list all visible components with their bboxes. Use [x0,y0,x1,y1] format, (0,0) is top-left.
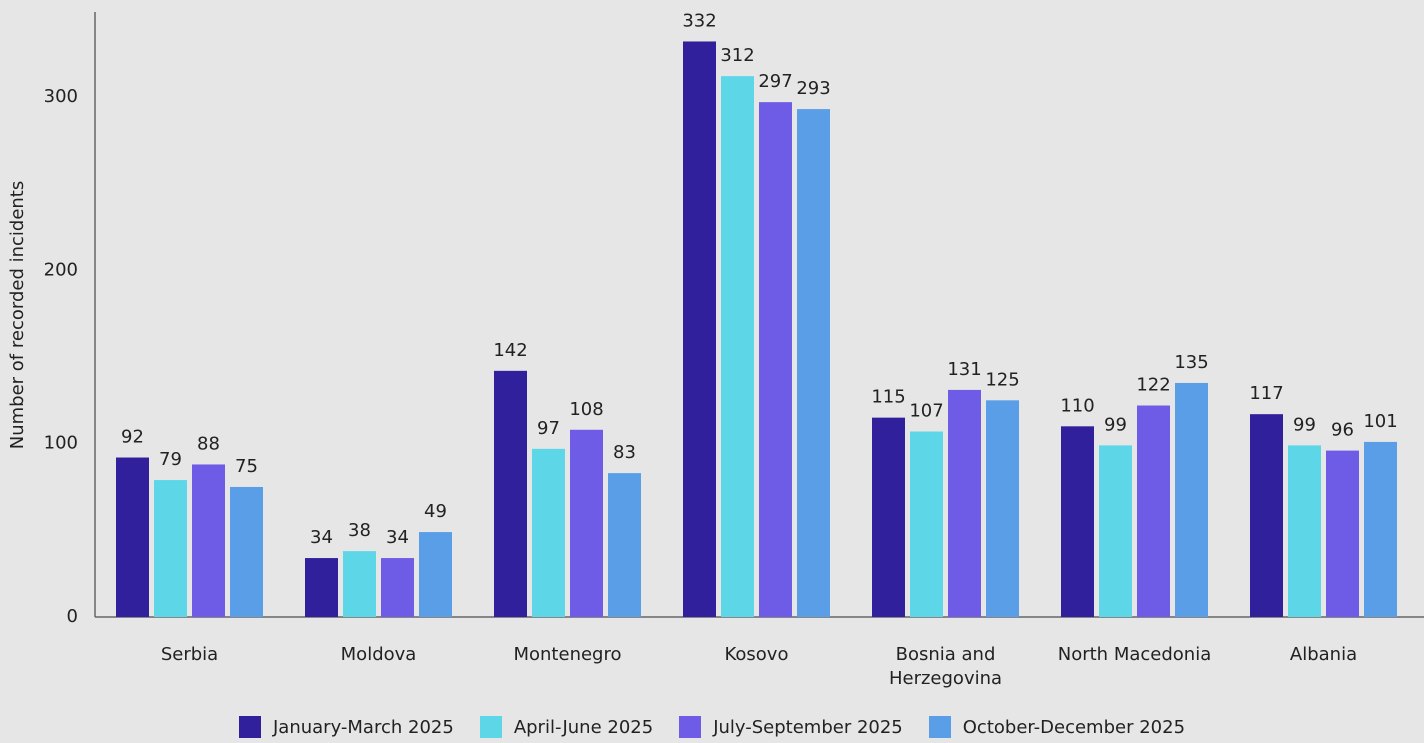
legend-swatch [928,716,951,738]
data-label: 293 [796,78,830,99]
legend-item: January-March 2025 [238,716,454,738]
data-label: 75 [235,456,258,477]
data-label: 142 [493,340,527,361]
bar [192,464,225,617]
y-axis-label: Number of recorded incidents [7,181,28,449]
bar [1137,405,1170,617]
data-label: 125 [985,369,1019,390]
bar [1326,450,1359,617]
x-tick-label: Albania [1289,644,1358,665]
legend-item: April-June 2025 [479,716,654,738]
bar [532,448,565,617]
data-label: 79 [159,449,182,470]
bar [419,532,452,617]
data-label: 49 [424,501,447,522]
data-label: 34 [310,527,333,548]
bar [608,473,641,617]
bar [1250,414,1283,617]
legend-swatch [679,716,702,738]
data-label: 107 [909,401,943,422]
bar [1175,382,1208,617]
legend-label: October-December 2025 [962,716,1186,738]
bar [1099,445,1132,617]
bar [872,417,905,617]
y-tick-label: 0 [67,606,78,627]
data-label: 92 [121,427,144,448]
bar [759,102,792,618]
legend-swatch [238,716,261,738]
bar [116,457,149,617]
x-tick-label: Kosovo [724,644,789,665]
bar [721,76,754,618]
bar [948,389,981,617]
bar [1061,426,1094,617]
y-tick-label: 200 [44,259,78,280]
x-tick-label: Montenegro [513,644,622,665]
data-label: 34 [386,527,409,548]
bar [494,370,527,617]
bar [305,558,338,617]
bar [1288,445,1321,617]
data-label: 117 [1249,383,1283,404]
legend-label: July-September 2025 [713,716,903,738]
x-tick-label: Bosnia and Herzegovina [888,644,1003,689]
data-label: 332 [682,10,716,31]
bar [570,429,603,617]
data-label: 131 [947,359,981,380]
bar [381,558,414,617]
legend-label: January-March 2025 [272,716,454,738]
legend-item: October-December 2025 [928,716,1186,738]
data-label: 83 [613,442,636,463]
bar [1364,441,1397,617]
x-tick-label: North Macedonia [1057,644,1212,665]
legend-swatch [479,716,502,738]
bar [343,551,376,617]
data-label: 99 [1104,414,1127,435]
data-label: 110 [1060,395,1094,416]
data-label: 96 [1331,420,1354,441]
data-label: 122 [1136,375,1170,396]
data-label: 101 [1363,411,1397,432]
data-label: 108 [569,399,603,420]
x-tick-label: Moldova [340,644,417,665]
data-label: 135 [1174,352,1208,373]
data-label: 97 [537,418,560,439]
bar [986,400,1019,617]
data-label: 312 [720,45,754,66]
bar [230,486,263,617]
bar [683,41,716,618]
y-tick-label: 100 [44,433,78,454]
x-tick-label: Serbia [160,644,219,665]
y-tick-label: 300 [44,86,78,107]
bar [910,431,943,617]
data-label: 115 [871,387,905,408]
bar [154,480,187,617]
data-label: 88 [197,433,220,454]
data-label: 99 [1293,414,1316,435]
data-label: 38 [348,520,371,541]
legend: January-March 2025 April-June 2025 July-Se… [0,716,1424,738]
legend-label: April-June 2025 [513,716,654,738]
legend-item: July-September 2025 [679,716,903,738]
data-label: 297 [758,71,792,92]
bar [797,109,830,617]
